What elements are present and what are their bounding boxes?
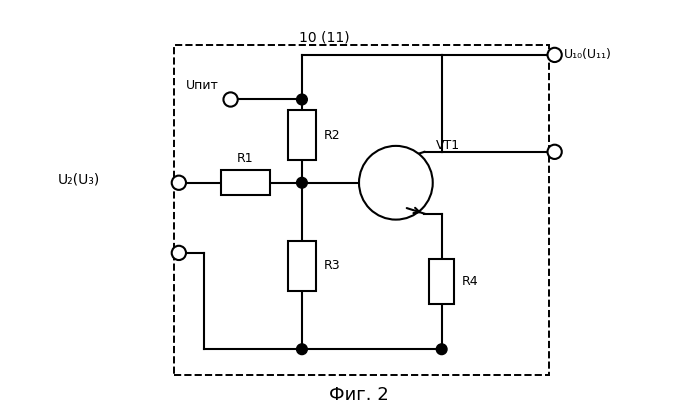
Text: 10 (11): 10 (11) (299, 30, 350, 44)
Circle shape (547, 145, 562, 159)
Circle shape (172, 246, 186, 260)
Circle shape (436, 344, 447, 354)
Text: U₁₀(U₁₁): U₁₀(U₁₁) (563, 49, 612, 62)
Text: R3: R3 (324, 259, 340, 272)
Text: Uпит: Uпит (186, 79, 219, 92)
Circle shape (172, 176, 186, 190)
Bar (288, 241, 316, 291)
Bar (288, 110, 316, 160)
Circle shape (296, 177, 308, 188)
Circle shape (547, 48, 562, 62)
Text: Фиг. 2: Фиг. 2 (329, 386, 388, 404)
Circle shape (359, 146, 433, 220)
Circle shape (296, 94, 308, 105)
Bar (221, 170, 270, 195)
Text: R1: R1 (237, 153, 254, 166)
Text: R4: R4 (461, 275, 478, 288)
Bar (174, 45, 549, 375)
Text: VT1: VT1 (435, 139, 460, 152)
Bar (429, 259, 454, 304)
Text: R2: R2 (324, 129, 340, 142)
Circle shape (224, 92, 238, 106)
Circle shape (296, 344, 308, 354)
Text: U₂(U₃): U₂(U₃) (58, 173, 101, 187)
